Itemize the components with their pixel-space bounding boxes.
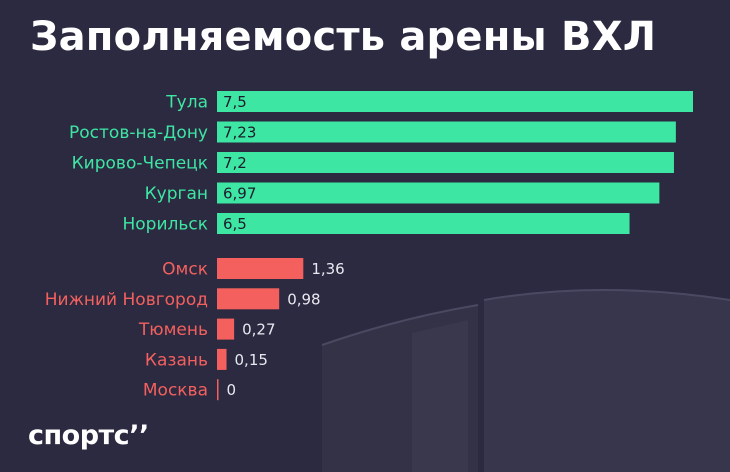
category-label: Курган [145, 184, 208, 204]
category-label: Казань [145, 350, 208, 370]
bar-Казань [217, 348, 227, 370]
category-label: Тюмень [138, 320, 208, 340]
bar-Тюмень [217, 318, 235, 340]
category-label: Нижний Новгород [45, 290, 208, 310]
chart-title: Заполняемость арены ВХЛ [30, 14, 657, 60]
category-label: Норильск [122, 215, 208, 235]
value-label: 0,27 [242, 321, 275, 339]
bar-Норильск [217, 213, 630, 234]
bar-Курган [217, 182, 660, 204]
value-label: 0,15 [235, 351, 268, 369]
value-label: 6,97 [223, 185, 256, 203]
value-label: 1,36 [311, 260, 344, 278]
bar-Нижний Новгород [217, 288, 280, 310]
bar-Омск [217, 258, 304, 279]
value-label: 7,5 [223, 93, 247, 111]
sports-logo: спортс’’ [28, 420, 149, 451]
category-label: Омск [162, 260, 208, 280]
category-label: Москва [143, 381, 208, 401]
bar-Тула [217, 91, 693, 112]
category-label: Ростов-на-Дону [69, 123, 208, 143]
bar-Кирово-Чепецк [217, 152, 674, 173]
value-label: 0,98 [287, 290, 320, 308]
value-label: 7,23 [223, 124, 256, 142]
category-label: Тула [165, 93, 208, 113]
value-label: 7,2 [223, 154, 247, 172]
bar-Ростов-на-Дону [217, 121, 676, 143]
value-label: 0 [227, 381, 237, 399]
bar-Москва [217, 379, 219, 401]
value-label: 6,5 [223, 215, 247, 233]
category-label: Кирово-Чепецк [72, 154, 208, 174]
